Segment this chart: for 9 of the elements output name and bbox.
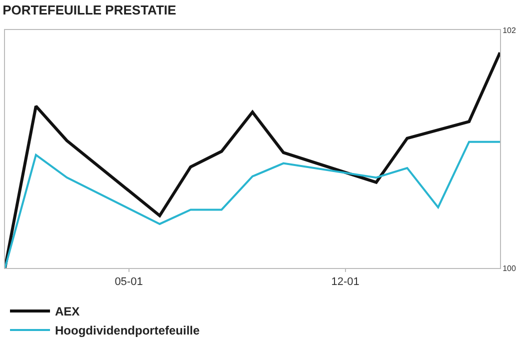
x-tick-label: 12-01	[331, 276, 360, 288]
y-tick-label: 102	[502, 26, 516, 35]
line-series	[5, 140, 500, 268]
line-series	[5, 51, 500, 268]
y-tick-label: 100	[502, 264, 516, 273]
legend-label: AEX	[55, 304, 80, 319]
x-tick-label: 05-01	[114, 276, 143, 288]
legend-label: Hoogdividendportefeuille	[55, 324, 200, 338]
chart-title: PORTEFEUILLE PRESTATIE	[2, 2, 177, 18]
